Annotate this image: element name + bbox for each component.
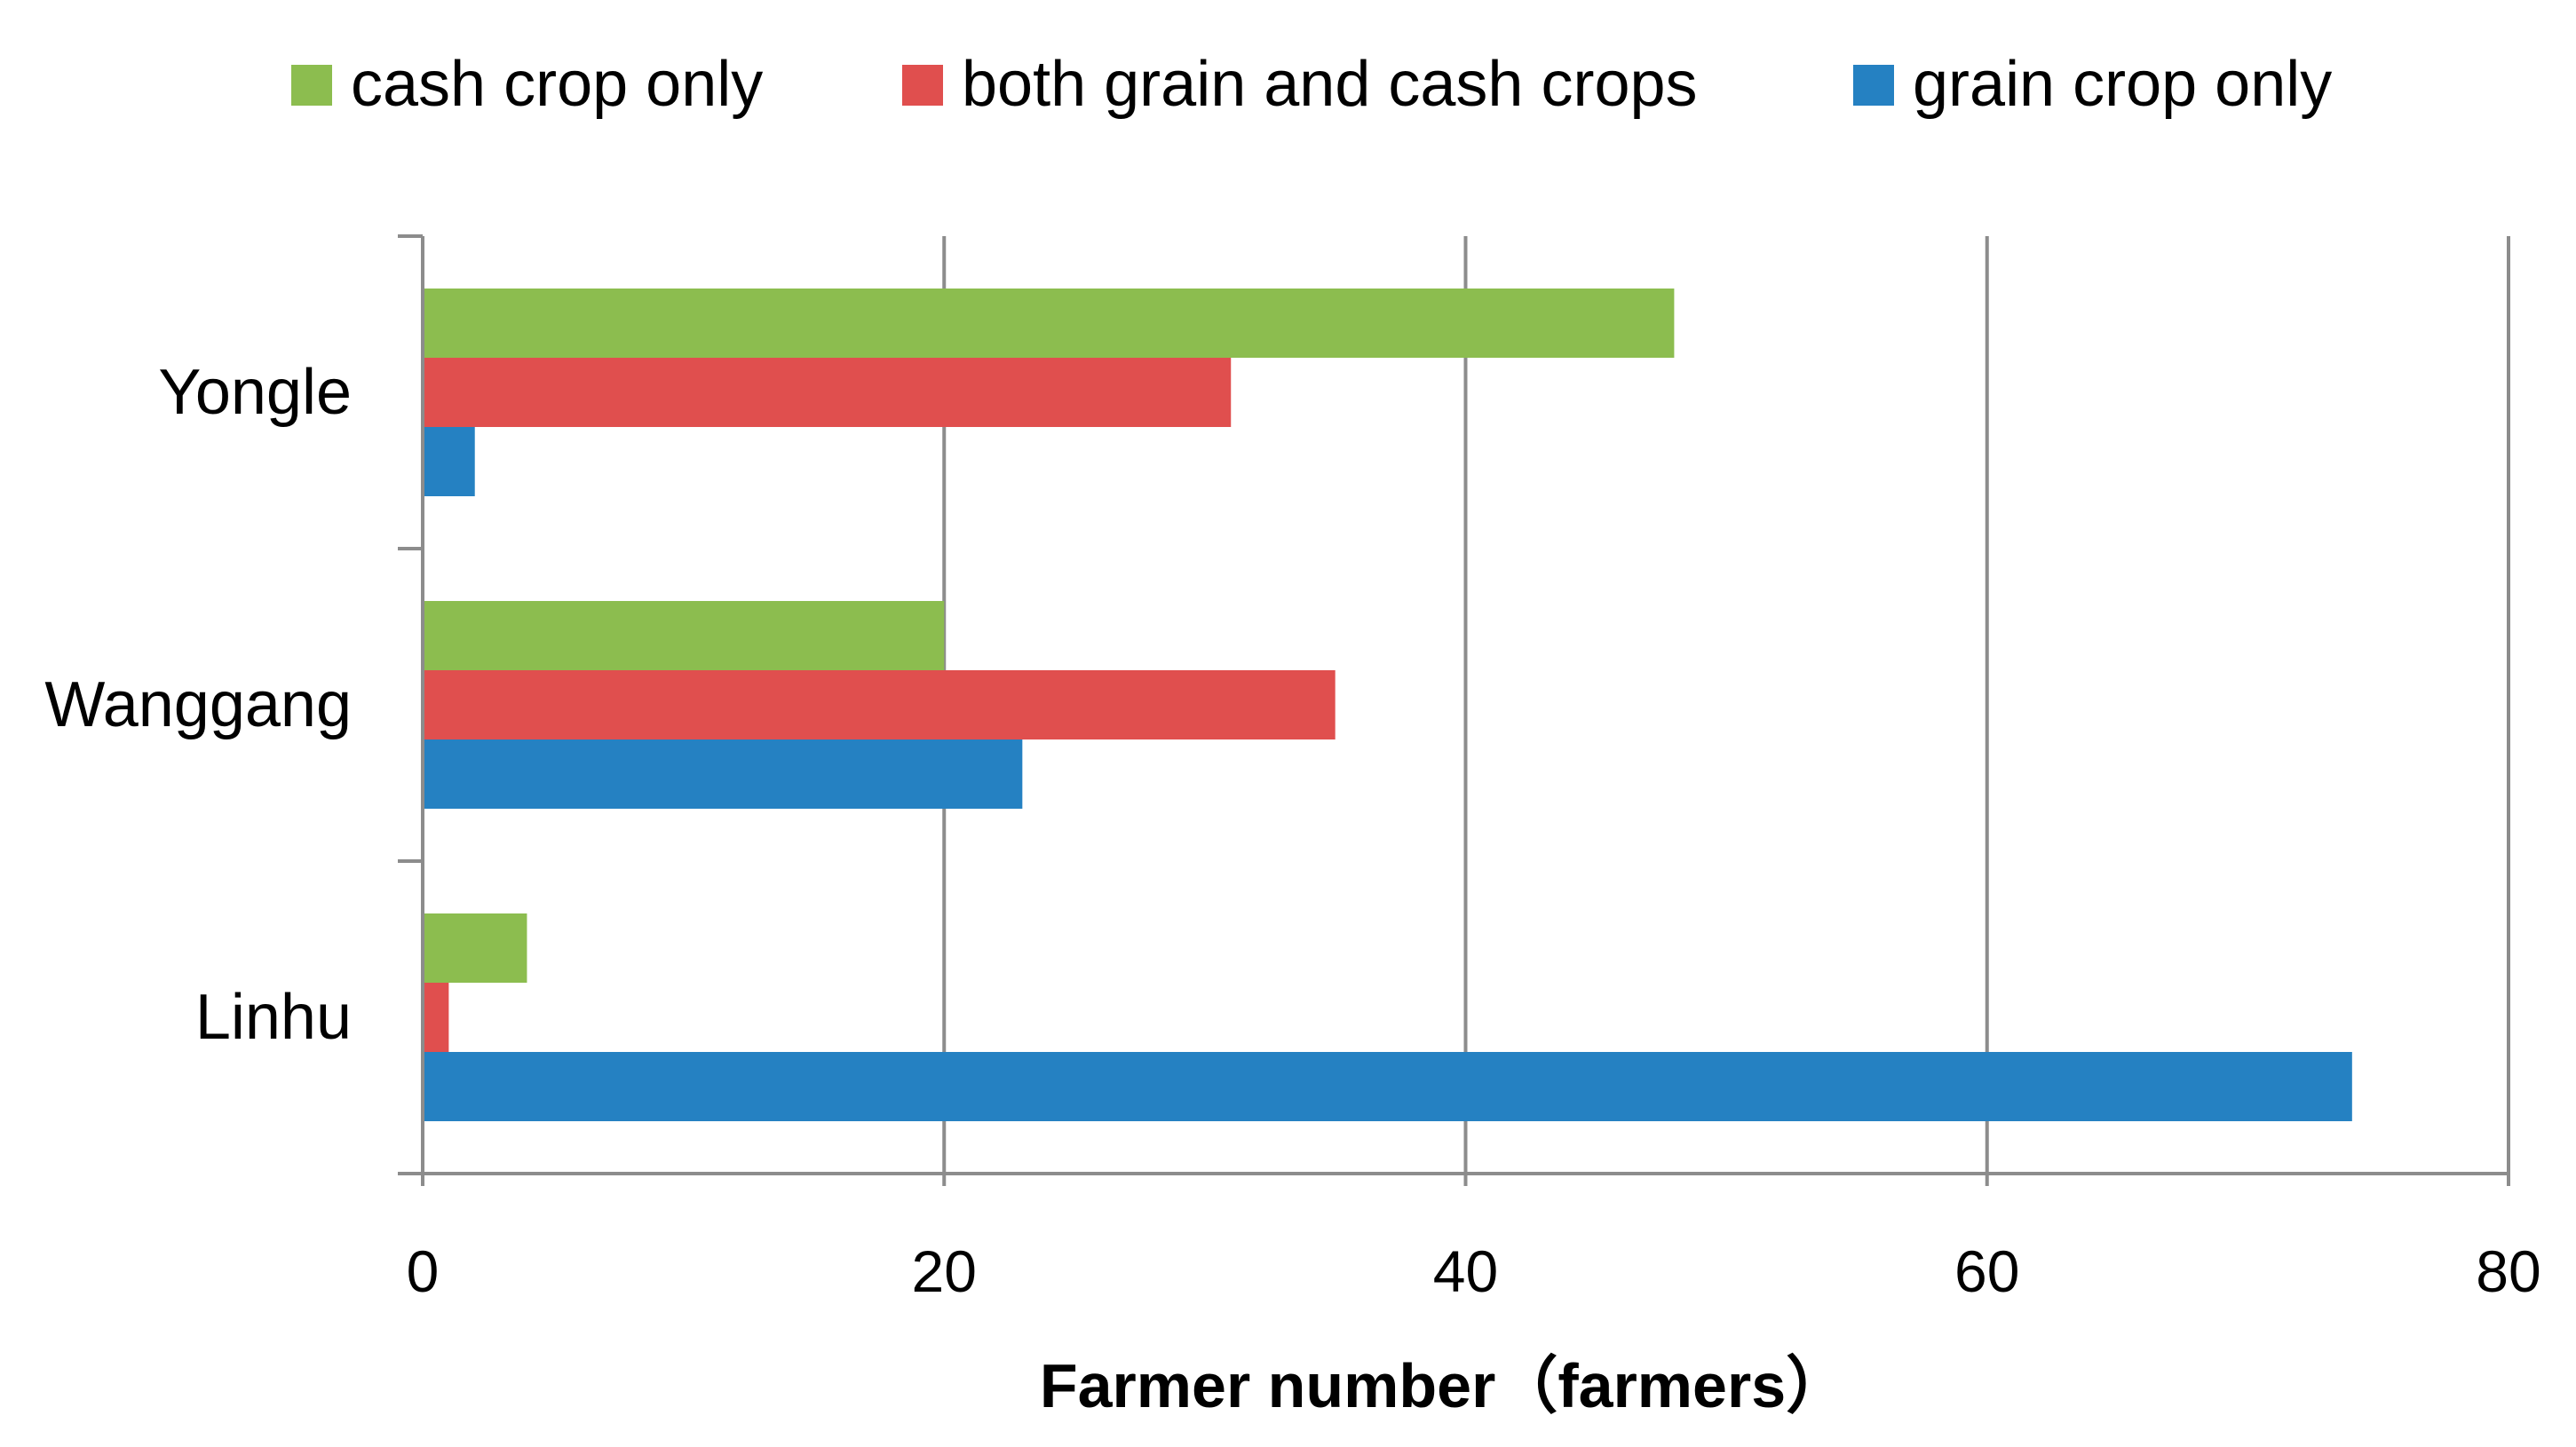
axes	[398, 234, 2510, 1186]
legend-swatch	[1853, 65, 1894, 106]
bar-both-grain-and-cash-crops-linhu	[423, 983, 449, 1052]
y-category-label: Wanggang	[44, 669, 352, 740]
legend: cash crop only both grain and cash crops g…	[291, 49, 2332, 120]
legend-label: grain crop only	[1913, 49, 2332, 120]
legend-swatch	[902, 65, 943, 106]
legend-label: cash crop only	[351, 49, 763, 120]
x-tick-label: 40	[1433, 1238, 1498, 1304]
legend-swatch	[291, 65, 332, 106]
bar-grain-crop-only-wanggang	[423, 739, 1023, 809]
legend-label: both grain and cash crops	[962, 49, 1698, 120]
x-axis-title: Farmer number（farmers）	[1040, 1351, 1848, 1420]
x-tick-label: 80	[2476, 1238, 2540, 1304]
bar-cash-crop-only-linhu	[423, 913, 527, 983]
bar-both-grain-and-cash-crops-yongle	[423, 358, 1232, 427]
x-tick-label: 20	[912, 1238, 977, 1304]
y-category-label: Yongle	[158, 357, 352, 428]
bars	[423, 289, 2352, 1121]
bar-grain-crop-only-linhu	[423, 1052, 2352, 1121]
bar-both-grain-and-cash-crops-wanggang	[423, 670, 1336, 739]
y-category-label: Linhu	[195, 982, 352, 1053]
bar-cash-crop-only-yongle	[423, 289, 1675, 358]
x-tick-label: 60	[1954, 1238, 2019, 1304]
axis-labels: 0 20 40 60 80 Yongle Wanggang Linhu Farmer numbe…	[44, 357, 2540, 1420]
x-tick-label: 0	[407, 1238, 440, 1304]
bar-grain-crop-only-yongle	[423, 427, 475, 496]
bar-cash-crop-only-wanggang	[423, 601, 945, 670]
